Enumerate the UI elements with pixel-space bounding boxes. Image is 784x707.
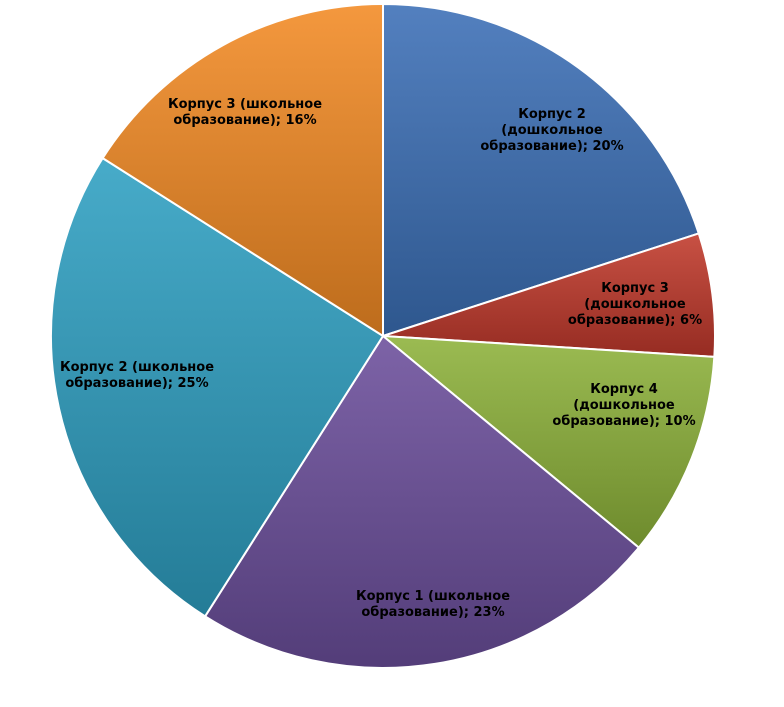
pie-slice-label-1: Корпус 2 (дошкольное образование); 20%: [480, 107, 623, 154]
pie-slice-label-line: (дошкольное: [573, 398, 675, 413]
pie-slice-label-line: образование); 16%: [173, 113, 316, 128]
pie-slice-3: [382, 335, 716, 549]
pie-slices: [50, 3, 716, 669]
pie-slice-label-2: Корпус 3 (дошкольное образование); 6%: [568, 281, 702, 328]
pie-slice-5: [50, 157, 384, 618]
pie-slice-label-line: Корпус 2 (школьное: [60, 360, 214, 375]
pie-slice-label-line: Корпус 1 (школьное: [356, 589, 510, 604]
pie-slice-label-line: Корпус 3: [601, 281, 669, 296]
pie-slice-label-6: Корпус 3 (школьное образование); 16%: [168, 97, 322, 128]
pie-slice-label-5: Корпус 2 (школьное образование); 25%: [60, 360, 214, 391]
pie-slice-6: [101, 3, 384, 337]
pie-slice-label-line: образование); 6%: [568, 313, 702, 328]
pie-labels: Корпус 2 (дошкольное образование); 20%Корп…: [60, 97, 702, 620]
pie-slice-4: [204, 335, 640, 669]
pie-slice-label-line: Корпус 2: [518, 107, 586, 122]
pie-slice-label-line: образование); 10%: [552, 414, 695, 429]
pie-slice-1: [382, 3, 700, 337]
pie-slice-2: [382, 232, 716, 358]
pie-slice-label-line: образование); 23%: [361, 605, 504, 620]
pie-slice-label-line: образование); 25%: [65, 376, 208, 391]
pie-slice-label-line: Корпус 4: [590, 382, 658, 397]
pie-slice-label-line: образование); 20%: [480, 139, 623, 154]
pie-slice-label-line: (дошкольное: [584, 297, 686, 312]
pie-slice-label-4: Корпус 1 (школьное образование); 23%: [356, 589, 510, 620]
pie-slice-label-3: Корпус 4 (дошкольное образование); 10%: [552, 382, 695, 429]
pie-slice-label-line: (дошкольное: [501, 123, 603, 138]
pie-slice-label-line: Корпус 3 (школьное: [168, 97, 322, 112]
